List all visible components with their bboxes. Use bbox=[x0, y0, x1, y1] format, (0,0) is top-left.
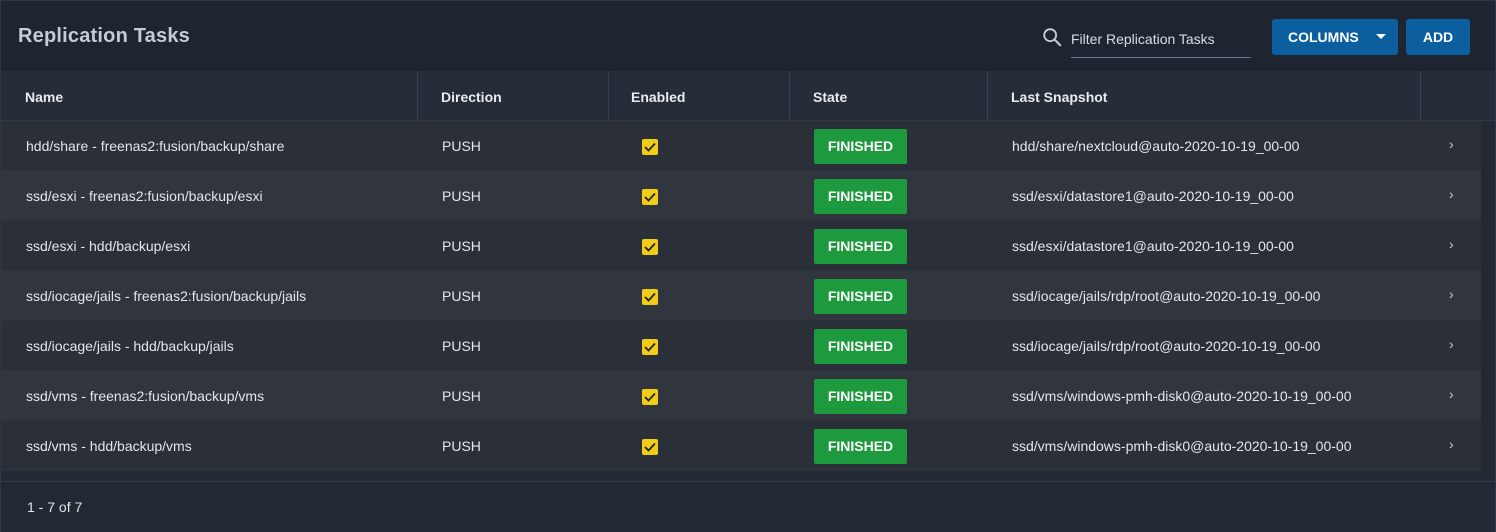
enabled-checkbox[interactable] bbox=[642, 289, 658, 305]
column-divider[interactable] bbox=[417, 71, 418, 121]
state-badge[interactable]: FINISHED bbox=[814, 279, 907, 314]
chevron-right-icon[interactable]: › bbox=[1449, 386, 1454, 402]
check-icon bbox=[644, 342, 656, 352]
last-snapshot: ssd/iocage/jails/rdp/root@auto-2020-10-1… bbox=[1012, 288, 1321, 304]
task-name: hdd/share - freenas2:fusion/backup/share bbox=[26, 138, 285, 154]
column-divider[interactable] bbox=[987, 71, 988, 121]
column-divider[interactable] bbox=[608, 71, 609, 121]
chevron-right-icon[interactable]: › bbox=[1449, 136, 1454, 152]
task-direction: PUSH bbox=[442, 338, 481, 354]
last-snapshot: hdd/share/nextcloud@auto-2020-10-19_00-0… bbox=[1012, 138, 1300, 154]
add-button-label: ADD bbox=[1422, 29, 1454, 45]
task-name: ssd/iocage/jails - hdd/backup/jails bbox=[26, 338, 234, 354]
table-footer: 1 - 7 of 7 bbox=[1, 481, 1495, 532]
table-row[interactable]: ssd/esxi - freenas2:fusion/backup/esxi PU… bbox=[1, 171, 1481, 221]
state-badge[interactable]: FINISHED bbox=[814, 379, 907, 414]
state-badge[interactable]: FINISHED bbox=[814, 229, 907, 264]
task-name: ssd/vms - freenas2:fusion/backup/vms bbox=[26, 388, 265, 404]
enabled-checkbox[interactable] bbox=[642, 239, 658, 255]
check-icon bbox=[644, 442, 656, 452]
columns-button-label: COLUMNS bbox=[1288, 29, 1359, 45]
table-row[interactable]: ssd/esxi - hdd/backup/esxi PUSH FINISHED ss… bbox=[1, 221, 1481, 271]
column-header-enabled[interactable]: Enabled bbox=[631, 89, 686, 105]
add-button[interactable]: ADD bbox=[1406, 19, 1470, 55]
check-icon bbox=[644, 292, 656, 302]
column-header-name[interactable]: Name bbox=[25, 89, 64, 105]
table-header: Name Direction Enabled State Last Snapsh… bbox=[1, 71, 1495, 121]
task-direction: PUSH bbox=[442, 288, 481, 304]
table-row[interactable]: ssd/iocage/jails - freenas2:fusion/backu… bbox=[1, 271, 1481, 321]
chevron-right-icon[interactable]: › bbox=[1449, 336, 1454, 352]
search-icon[interactable] bbox=[1041, 26, 1063, 48]
check-icon bbox=[644, 392, 656, 402]
task-name: ssd/esxi - freenas2:fusion/backup/esxi bbox=[26, 188, 263, 204]
filter-input[interactable] bbox=[1071, 21, 1251, 58]
check-icon bbox=[644, 142, 656, 152]
chevron-right-icon[interactable]: › bbox=[1449, 436, 1454, 452]
column-divider[interactable] bbox=[789, 71, 790, 121]
last-snapshot: ssd/vms/windows-pmh-disk0@auto-2020-10-1… bbox=[1012, 438, 1352, 454]
task-name: ssd/esxi - hdd/backup/esxi bbox=[26, 238, 191, 254]
state-badge[interactable]: FINISHED bbox=[814, 129, 907, 164]
table-row[interactable]: ssd/vms - freenas2:fusion/backup/vms PUSH… bbox=[1, 371, 1481, 421]
table-row[interactable]: hdd/share - freenas2:fusion/backup/share… bbox=[1, 121, 1481, 171]
state-badge[interactable]: FINISHED bbox=[814, 429, 907, 464]
task-direction: PUSH bbox=[442, 138, 481, 154]
columns-button[interactable]: COLUMNS bbox=[1272, 19, 1398, 55]
task-direction: PUSH bbox=[442, 188, 481, 204]
state-badge[interactable]: FINISHED bbox=[814, 329, 907, 364]
enabled-checkbox[interactable] bbox=[642, 339, 658, 355]
enabled-checkbox[interactable] bbox=[642, 439, 658, 455]
chevron-right-icon[interactable]: › bbox=[1449, 186, 1454, 202]
card-header: Replication Tasks COLUMNS ADD bbox=[1, 1, 1495, 71]
enabled-checkbox[interactable] bbox=[642, 189, 658, 205]
table-row[interactable]: ssd/vms - hdd/backup/vms PUSH FINISHED ssd/… bbox=[1, 421, 1481, 471]
enabled-checkbox[interactable] bbox=[642, 389, 658, 405]
caret-down-icon bbox=[1376, 34, 1386, 39]
state-badge[interactable]: FINISHED bbox=[814, 179, 907, 214]
task-direction: PUSH bbox=[442, 438, 481, 454]
pagination-summary: 1 - 7 of 7 bbox=[27, 499, 83, 515]
chevron-right-icon[interactable]: › bbox=[1449, 236, 1454, 252]
chevron-right-icon[interactable]: › bbox=[1449, 286, 1454, 302]
last-snapshot: ssd/vms/windows-pmh-disk0@auto-2020-10-1… bbox=[1012, 388, 1352, 404]
check-icon bbox=[644, 242, 656, 252]
check-icon bbox=[644, 192, 656, 202]
task-direction: PUSH bbox=[442, 238, 481, 254]
column-header-direction[interactable]: Direction bbox=[441, 89, 502, 105]
last-snapshot: ssd/esxi/datastore1@auto-2020-10-19_00-0… bbox=[1012, 238, 1294, 254]
task-direction: PUSH bbox=[442, 388, 481, 404]
page-title: Replication Tasks bbox=[18, 25, 190, 47]
last-snapshot: ssd/esxi/datastore1@auto-2020-10-19_00-0… bbox=[1012, 188, 1294, 204]
column-header-state[interactable]: State bbox=[813, 89, 848, 105]
last-snapshot: ssd/iocage/jails/rdp/root@auto-2020-10-1… bbox=[1012, 338, 1321, 354]
column-header-last-snapshot[interactable]: Last Snapshot bbox=[1011, 89, 1108, 105]
task-name: ssd/iocage/jails - freenas2:fusion/backu… bbox=[26, 288, 307, 304]
scrollbar-track[interactable] bbox=[1481, 121, 1495, 531]
enabled-checkbox[interactable] bbox=[642, 139, 658, 155]
task-name: ssd/vms - hdd/backup/vms bbox=[26, 438, 192, 454]
table-body: hdd/share - freenas2:fusion/backup/share… bbox=[1, 121, 1481, 471]
column-divider[interactable] bbox=[1420, 71, 1421, 121]
table-row[interactable]: ssd/iocage/jails - hdd/backup/jails PUSH F… bbox=[1, 321, 1481, 371]
